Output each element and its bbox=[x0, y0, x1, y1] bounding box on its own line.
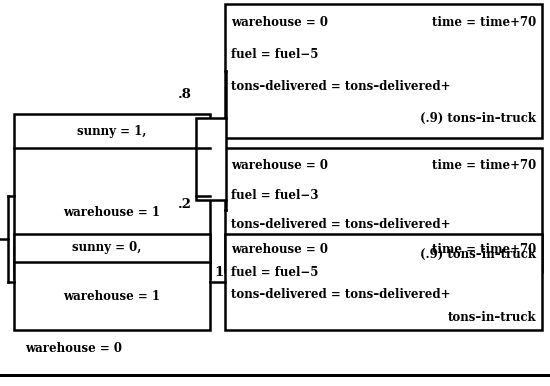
Text: .8: .8 bbox=[178, 88, 192, 101]
Text: time = time+70: time = time+70 bbox=[432, 159, 536, 172]
Text: sunny = 0,: sunny = 0, bbox=[72, 242, 142, 254]
Bar bbox=[14, 114, 210, 278]
Text: sunny = 1,: sunny = 1, bbox=[78, 125, 147, 137]
Text: warehouse = 1: warehouse = 1 bbox=[63, 290, 161, 303]
Bar bbox=[196, 118, 226, 200]
Text: fuel = fuel−5: fuel = fuel−5 bbox=[231, 48, 318, 61]
Text: tons–delivered = tons–delivered+: tons–delivered = tons–delivered+ bbox=[231, 288, 450, 301]
Text: tons–delivered = tons–delivered+: tons–delivered = tons–delivered+ bbox=[231, 80, 450, 93]
Text: tons–delivered = tons–delivered+: tons–delivered = tons–delivered+ bbox=[231, 218, 450, 231]
Bar bbox=[14, 234, 210, 330]
Bar bbox=[225, 4, 542, 138]
Text: tons–in–truck: tons–in–truck bbox=[447, 311, 536, 324]
Text: (.9) tons–in–truck: (.9) tons–in–truck bbox=[420, 112, 536, 125]
Text: warehouse = 0: warehouse = 0 bbox=[231, 16, 328, 29]
Text: time = time+70: time = time+70 bbox=[432, 16, 536, 29]
Text: (.9) tons–in–truck: (.9) tons–in–truck bbox=[420, 248, 536, 261]
Text: warehouse = 1: warehouse = 1 bbox=[63, 207, 161, 220]
Bar bbox=[225, 148, 542, 272]
Text: warehouse = 0: warehouse = 0 bbox=[25, 342, 122, 354]
Text: fuel = fuel−5: fuel = fuel−5 bbox=[231, 266, 318, 279]
Text: fuel = fuel−3: fuel = fuel−3 bbox=[231, 189, 318, 202]
Text: warehouse = 0: warehouse = 0 bbox=[231, 243, 328, 256]
Text: 1: 1 bbox=[214, 266, 223, 279]
Bar bbox=[225, 234, 542, 330]
Text: .2: .2 bbox=[178, 198, 192, 212]
Text: warehouse = 0: warehouse = 0 bbox=[231, 159, 328, 172]
Text: time = time+70: time = time+70 bbox=[432, 243, 536, 256]
